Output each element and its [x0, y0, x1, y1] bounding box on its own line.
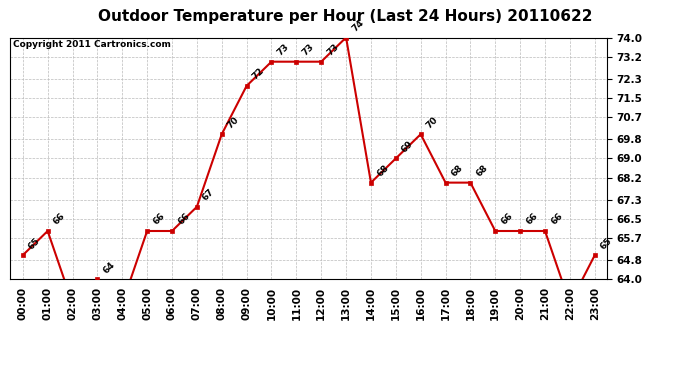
- Text: 65: 65: [27, 236, 42, 251]
- Text: 66: 66: [500, 211, 515, 227]
- Text: 70: 70: [425, 115, 440, 130]
- Text: 72: 72: [250, 66, 266, 82]
- Text: 73: 73: [275, 42, 291, 57]
- Text: 66: 66: [176, 211, 191, 227]
- Text: 69: 69: [400, 139, 415, 154]
- Text: 68: 68: [450, 163, 465, 178]
- Text: 73: 73: [326, 42, 341, 57]
- Text: 73: 73: [301, 42, 316, 57]
- Text: 65: 65: [599, 236, 614, 251]
- Text: Outdoor Temperature per Hour (Last 24 Hours) 20110622: Outdoor Temperature per Hour (Last 24 Ho…: [98, 9, 592, 24]
- Text: 63: 63: [0, 374, 1, 375]
- Text: 66: 66: [52, 211, 67, 227]
- Text: Copyright 2011 Cartronics.com: Copyright 2011 Cartronics.com: [13, 40, 171, 49]
- Text: 68: 68: [475, 163, 490, 178]
- Text: 66: 66: [524, 211, 540, 227]
- Text: 67: 67: [201, 188, 217, 202]
- Text: 66: 66: [151, 211, 166, 227]
- Text: 64: 64: [101, 260, 117, 275]
- Text: 70: 70: [226, 115, 241, 130]
- Text: 63: 63: [0, 374, 1, 375]
- Text: 68: 68: [375, 163, 391, 178]
- Text: 66: 66: [549, 211, 564, 227]
- Text: 74: 74: [351, 18, 366, 33]
- Text: 63: 63: [0, 374, 1, 375]
